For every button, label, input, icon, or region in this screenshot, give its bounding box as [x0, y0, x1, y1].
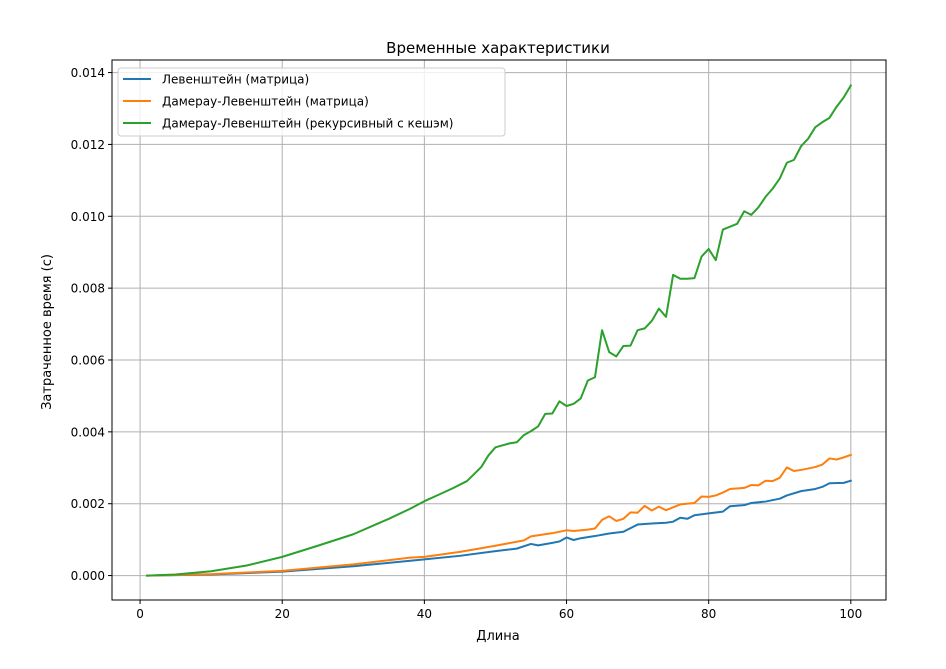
legend-label-2: Дамерау-Левенштейн (матрица) [162, 95, 369, 109]
y-tick-label: 0.006 [71, 354, 105, 368]
chart-title: Временные характеристики [386, 39, 610, 57]
plot-lines [146, 84, 853, 577]
series-line-2 [146, 453, 853, 577]
x-tick-label: 80 [701, 607, 716, 621]
legend-box [117, 67, 506, 137]
y-tick-label: 0.004 [71, 425, 105, 439]
x-axis-label: Длина [476, 629, 519, 644]
x-tick-label: 20 [275, 607, 290, 621]
y-tick-label: 0.002 [71, 497, 105, 511]
y-tick-label: 0.014 [71, 66, 105, 80]
legend-label-1: Левенштейн (матрица) [162, 73, 309, 87]
y-axis-label: Затраченное время (с) [40, 254, 55, 410]
series-line-3 [146, 84, 853, 577]
legend: Левенштейн (матрица) Дамерау-Левенштейн (… [117, 67, 506, 137]
legend-label-3: Дамерау-Левенштейн (рекурсивный с кешэм) [162, 117, 453, 131]
x-tick-label: 60 [559, 607, 574, 621]
y-tick-label: 0.012 [71, 138, 105, 152]
series-line-1 [146, 479, 853, 577]
x-tick-label: 100 [839, 607, 862, 621]
x-tick-label: 40 [417, 607, 432, 621]
y-tick-label: 0.008 [71, 282, 105, 296]
y-tick-label: 0.010 [71, 210, 105, 224]
axis-ticks: 0 20 40 60 80 100 0.000 0.002 0.004 0.006 0.008 0.0… [71, 66, 863, 621]
plot-frame [111, 59, 887, 601]
x-tick-label: 0 [136, 607, 144, 621]
y-tick-label: 0.000 [71, 569, 105, 583]
